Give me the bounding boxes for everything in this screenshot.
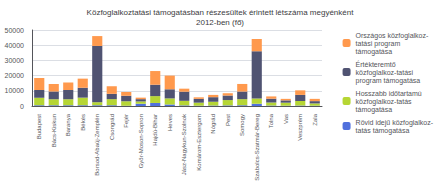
svg-text:Hajdú-Bihar: Hajdú-Bihar — [152, 114, 158, 146]
svg-text:Zala: Zala — [312, 113, 318, 125]
svg-text:Békés: Békés — [80, 114, 86, 131]
svg-text:Közfoglalkoztatási támogatásba: Közfoglalkoztatási támogatásban részesül… — [87, 8, 355, 17]
svg-text:támogatása: támogatása — [356, 48, 393, 56]
svg-text:Baranya: Baranya — [65, 113, 71, 136]
svg-text:50000: 50000 — [5, 27, 25, 34]
svg-text:Borsod-Abaúj-Zemplén: Borsod-Abaúj-Zemplén — [94, 114, 100, 176]
svg-text:támogatása: támogatása — [356, 106, 393, 114]
svg-text:Fejér: Fejér — [123, 114, 129, 128]
svg-text:Tolna: Tolna — [268, 113, 274, 128]
svg-text:Országos közfoglalkoz-: Országos közfoglalkoz- — [356, 32, 429, 40]
svg-text:Somogy: Somogy — [239, 114, 245, 136]
svg-text:Jász-Nagykun-Szolnok: Jász-Nagykun-Szolnok — [181, 113, 187, 175]
svg-text:közfoglalkoz-tatás: közfoglalkoz-tatás — [356, 98, 413, 106]
svg-text:Csongrád: Csongrád — [109, 114, 115, 140]
svg-text:2012-ben (fő): 2012-ben (fő) — [196, 18, 244, 27]
svg-text:Pest: Pest — [225, 114, 231, 126]
svg-text:Heves: Heves — [167, 114, 173, 131]
svg-text:10000: 10000 — [5, 87, 25, 94]
svg-text:Győr-Moson-Sopron: Győr-Moson-Sopron — [138, 114, 144, 168]
svg-text:Rövid idejű közfoglalkoz-: Rövid idejű közfoglalkoz- — [356, 119, 434, 127]
svg-text:Nógrád: Nógrád — [210, 114, 216, 134]
svg-text:program támogatása: program támogatása — [356, 77, 421, 85]
svg-text:közfoglalkoz-tatási: közfoglalkoz-tatási — [356, 69, 414, 77]
svg-text:Szabolcs-Szatmár-Bereg: Szabolcs-Szatmár-Bereg — [254, 114, 260, 181]
svg-text:Komárom-Esztergom: Komárom-Esztergom — [196, 114, 202, 171]
svg-text:0: 0 — [20, 103, 24, 110]
svg-text:Vas: Vas — [283, 114, 289, 124]
svg-text:Értékteremtő: Értékteremtő — [356, 60, 396, 68]
svg-text:40000: 40000 — [5, 42, 25, 49]
svg-text:Budapest: Budapest — [36, 114, 42, 140]
svg-text:Bács-Kiskun: Bács-Kiskun — [51, 114, 57, 147]
svg-text:Hosszabb időtartamú: Hosszabb időtartamú — [356, 90, 422, 97]
svg-text:30000: 30000 — [5, 57, 25, 64]
svg-text:Veszprém: Veszprém — [297, 114, 303, 141]
svg-text:tatási program: tatási program — [356, 40, 401, 48]
svg-text:tatás támogatása: tatás támogatása — [356, 127, 410, 135]
svg-text:20000: 20000 — [5, 72, 25, 79]
